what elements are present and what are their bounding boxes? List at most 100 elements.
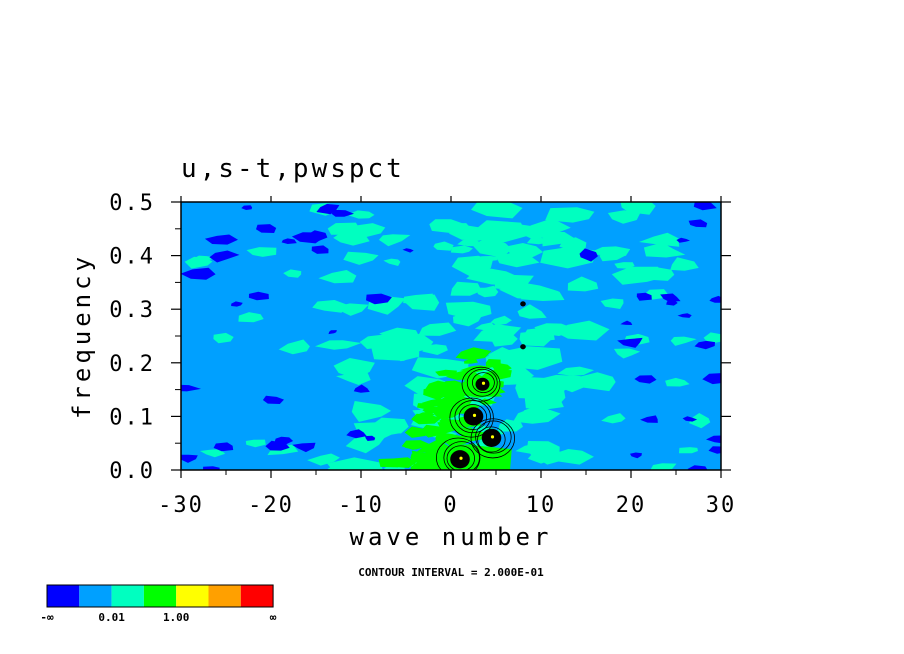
field-patch-cyan bbox=[351, 223, 386, 238]
field-patch-cyan bbox=[383, 258, 401, 266]
colorbar-swatch bbox=[176, 585, 209, 607]
field-patch-blue bbox=[265, 440, 290, 451]
colorbar-legend: -∞ 0.01 1.00 ∞ bbox=[40, 584, 277, 624]
field-patch-cyan bbox=[556, 449, 594, 465]
x-axis-title: wave number bbox=[350, 523, 553, 551]
colorbar-frame bbox=[46, 584, 274, 608]
field-patch-blue bbox=[181, 267, 216, 280]
field-patch-cyan bbox=[613, 348, 641, 359]
field-patch-cyan bbox=[559, 237, 587, 251]
spectral-peak bbox=[435, 437, 481, 470]
field-patch-cyan bbox=[517, 218, 571, 240]
field-patch-green bbox=[417, 411, 435, 418]
field-patch-blue bbox=[676, 237, 690, 243]
spectral-peak bbox=[520, 301, 526, 307]
field-patch-blue bbox=[636, 292, 652, 301]
field-patch-blue bbox=[311, 245, 329, 254]
field-patch-cyan bbox=[351, 401, 392, 422]
field-patch-blue bbox=[331, 209, 354, 217]
field-patch-cyan bbox=[497, 419, 523, 432]
field-patch-green bbox=[459, 404, 480, 412]
field-patch-cyan bbox=[639, 232, 680, 247]
field-patch-blue bbox=[248, 291, 269, 301]
colorbar-swatch bbox=[240, 585, 274, 607]
field-patch-cyan bbox=[513, 405, 561, 424]
field-patch-green bbox=[423, 386, 452, 401]
field-patch-cyan bbox=[315, 340, 362, 350]
contour-interval-note: CONTOUR INTERVAL = 2.000E-01 bbox=[358, 566, 544, 579]
colorbar-label: ∞ bbox=[270, 611, 277, 624]
field-patch-green bbox=[485, 359, 501, 368]
field-patch-blue bbox=[291, 232, 324, 244]
colorbar-swatch bbox=[111, 585, 144, 607]
field-patch-blue bbox=[231, 301, 243, 307]
field-patch-cyan bbox=[466, 266, 518, 286]
field-patch-cyan bbox=[378, 234, 411, 247]
y-axis-title: frequency bbox=[68, 253, 96, 419]
field-patch-blue bbox=[693, 202, 717, 211]
field-patch-blue bbox=[402, 248, 414, 253]
field-patch-green bbox=[404, 426, 433, 438]
field-patch-cyan bbox=[520, 288, 565, 301]
field-patch-cyan bbox=[318, 270, 357, 284]
field-patch-cyan bbox=[703, 332, 721, 344]
field-patch-cyan bbox=[405, 294, 440, 311]
x-tick-label: 30 bbox=[706, 493, 737, 518]
field-patch-blue bbox=[353, 384, 370, 393]
field-patch-cyan bbox=[665, 377, 690, 387]
x-tick-label: 20 bbox=[616, 493, 647, 518]
spectral-peak bbox=[449, 397, 494, 438]
field-patch-cyan bbox=[200, 449, 226, 458]
field-patch-cyan bbox=[679, 447, 698, 454]
field-patch-blue bbox=[366, 293, 392, 305]
field-patch-cyan bbox=[517, 304, 547, 319]
y-tick-label: 0.0 bbox=[109, 459, 155, 484]
field-patch-cyan bbox=[670, 257, 699, 271]
spectral-peak bbox=[520, 344, 526, 350]
field-patch-blue bbox=[316, 203, 340, 215]
field-patch-cyan bbox=[450, 281, 482, 296]
field-patch-cyan bbox=[643, 242, 686, 258]
field-patch-blue bbox=[620, 320, 633, 325]
x-tick-label: -10 bbox=[338, 493, 384, 518]
field-patch-cyan bbox=[522, 327, 555, 342]
field-patch-green bbox=[435, 432, 469, 445]
x-tick-label: -30 bbox=[158, 493, 204, 518]
y-tick-label: 0.2 bbox=[109, 352, 155, 377]
field-patch-green bbox=[411, 413, 442, 425]
field-patch-blue bbox=[634, 375, 657, 384]
y-tick-label: 0.4 bbox=[109, 245, 155, 270]
field-patch-cyan bbox=[556, 209, 581, 221]
chart-title: u,s-t,pwspct bbox=[181, 154, 405, 184]
field-patch-blue bbox=[687, 465, 708, 470]
colorbar-swatch bbox=[143, 585, 177, 607]
field-patch-cyan bbox=[646, 267, 675, 281]
field-patch-cyan bbox=[567, 276, 599, 292]
field-patch-cyan bbox=[379, 327, 420, 343]
field-patch-cyan bbox=[245, 439, 266, 448]
colorbar-label: -∞ bbox=[40, 611, 54, 624]
field-patch-cyan bbox=[505, 243, 544, 259]
field-patch-blue bbox=[204, 234, 238, 245]
y-axis: 0.0 0.1 0.2 0.3 0.4 0.5 bbox=[109, 191, 731, 484]
field-patch-blue bbox=[579, 248, 598, 262]
field-patch-cyan bbox=[474, 322, 497, 331]
spectral-peak bbox=[470, 418, 516, 459]
field-patch-cyan bbox=[472, 237, 512, 258]
field-patch-cyan bbox=[343, 251, 379, 265]
x-tick-label: 10 bbox=[526, 493, 557, 518]
field-patch-green bbox=[431, 410, 447, 415]
field-patch-blue bbox=[328, 330, 337, 335]
field-patch-cyan bbox=[422, 344, 448, 355]
field-patch-cyan bbox=[453, 312, 483, 327]
field-patch-green bbox=[405, 441, 425, 450]
x-axis: -30 -20 -10 0 10 20 30 bbox=[158, 196, 737, 518]
field-patch-green bbox=[378, 458, 408, 468]
field-patch-blue bbox=[262, 395, 284, 404]
field-patch-cyan bbox=[527, 398, 552, 408]
field-patch-cyan bbox=[312, 300, 349, 313]
colorbar-swatch bbox=[208, 585, 241, 607]
field-patch-cyan bbox=[557, 366, 594, 376]
field-patch-green bbox=[417, 403, 436, 410]
